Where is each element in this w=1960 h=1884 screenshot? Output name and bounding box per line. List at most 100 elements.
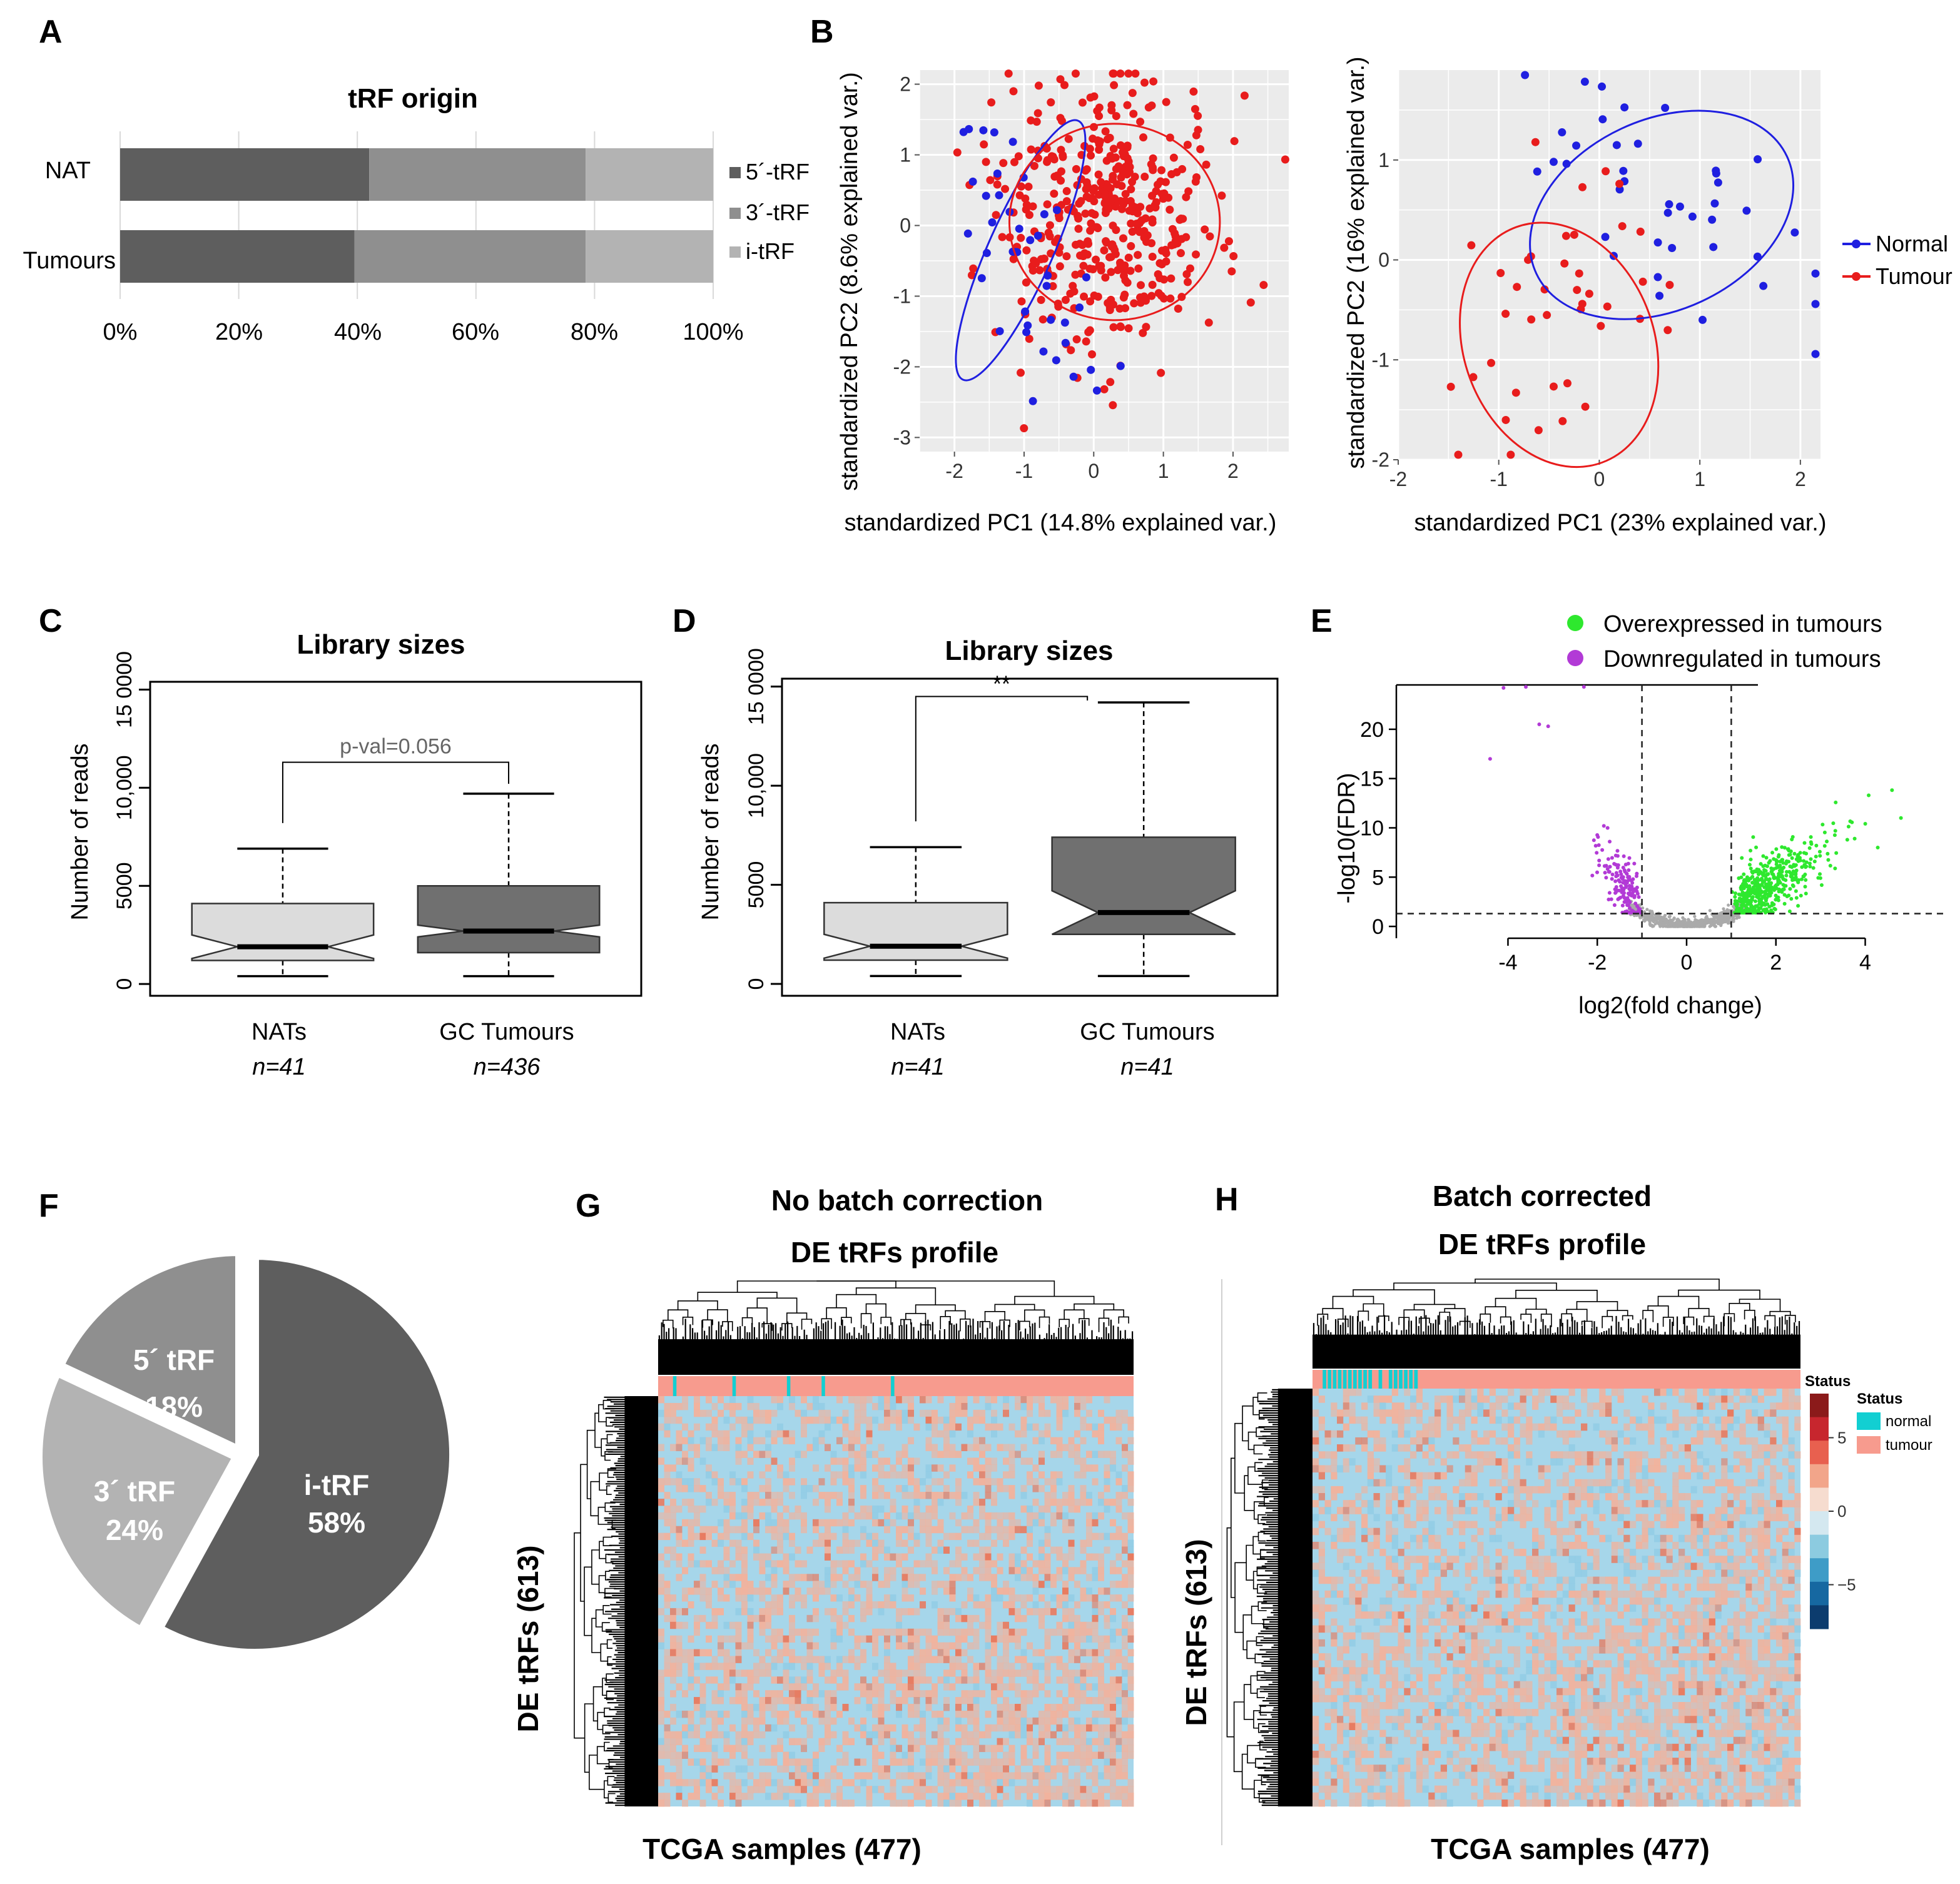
heatmap-cell	[664, 1800, 671, 1807]
heatmap-cell	[860, 1635, 866, 1643]
heatmap-cell	[706, 1471, 712, 1479]
heatmap-cell	[991, 1724, 997, 1732]
heatmap-cell	[1086, 1512, 1092, 1520]
heatmap-cell	[932, 1758, 938, 1766]
e-point-overexpressed	[1749, 866, 1753, 871]
heatmap-cell	[801, 1745, 807, 1753]
heatmap-cell	[973, 1772, 980, 1780]
e-point-downregulated	[1604, 876, 1608, 880]
heatmap-cell	[747, 1642, 754, 1650]
heatmap-cell	[813, 1751, 819, 1759]
dendrogram-branch	[682, 1317, 694, 1325]
heatmap-cell	[771, 1710, 778, 1718]
heatmap-cell	[1027, 1471, 1033, 1479]
e-point-overexpressed	[1818, 854, 1822, 858]
heatmap-cell	[1062, 1492, 1069, 1499]
heatmap-cell	[759, 1608, 766, 1616]
heatmap-cell	[884, 1546, 890, 1554]
heatmap-cell	[932, 1526, 938, 1534]
pca-point-tumour	[1149, 77, 1158, 86]
heatmap-cell	[1127, 1779, 1134, 1786]
heatmap-cell	[901, 1724, 908, 1732]
heatmap-cell	[789, 1594, 795, 1602]
pca-point-tumour	[1127, 185, 1135, 194]
a-x-tick: 100%	[683, 319, 743, 345]
heatmap-cell	[747, 1416, 754, 1424]
heatmap-cell	[1080, 1697, 1087, 1704]
heatmap-cell	[1092, 1656, 1099, 1663]
pca-point-tumour	[1092, 223, 1101, 231]
heatmap-cell	[699, 1485, 706, 1492]
heatmap-cell	[913, 1704, 920, 1711]
heatmap-cell	[723, 1499, 730, 1506]
heatmap-cell	[694, 1409, 700, 1417]
e-point-overexpressed	[1826, 858, 1831, 862]
heatmap-cell	[937, 1526, 944, 1534]
e-point-overexpressed	[1787, 909, 1792, 914]
heatmap-cell	[813, 1758, 819, 1766]
pca-point-tumour	[1020, 424, 1028, 433]
heatmap-cell	[1027, 1669, 1033, 1677]
b1-y-axis-label: standardized PC2 (8.6% explained var.)	[836, 72, 863, 491]
heatmap-cell	[943, 1451, 950, 1458]
heatmap-cell	[1104, 1464, 1110, 1472]
heatmap-cell	[842, 1457, 849, 1465]
heatmap-cell	[949, 1765, 956, 1773]
heatmap-cell	[723, 1519, 730, 1527]
e-point-overexpressed	[1782, 865, 1786, 869]
e-point-overexpressed	[1746, 908, 1750, 912]
pca-point-tumour	[1136, 118, 1145, 126]
heatmap-cell	[1050, 1546, 1057, 1554]
e-point-overexpressed	[1794, 889, 1798, 893]
heatmap-cell	[765, 1649, 771, 1656]
pca-point-tumour	[1080, 292, 1089, 301]
heatmap-cell	[1092, 1464, 1099, 1472]
heatmap-cell	[920, 1492, 926, 1499]
heatmap-cell	[1074, 1444, 1080, 1451]
heatmap-cell	[1092, 1800, 1099, 1807]
heatmap-cell	[723, 1553, 730, 1561]
heatmap-cell	[765, 1793, 771, 1800]
heatmap-cell	[985, 1745, 992, 1753]
heatmap-cell	[664, 1546, 671, 1554]
heatmap-cell	[901, 1539, 908, 1547]
heatmap-cell	[872, 1731, 878, 1739]
heatmap-cell	[985, 1635, 992, 1643]
heatmap-cell	[943, 1656, 950, 1663]
heatmap-cell	[967, 1704, 973, 1711]
heatmap-cell	[741, 1765, 748, 1773]
heatmap-cell	[1050, 1471, 1057, 1479]
heatmap-cell	[1127, 1800, 1134, 1807]
heatmap-cell	[997, 1628, 1003, 1636]
pca-point-tumour	[1602, 167, 1610, 176]
heatmap-cell	[670, 1416, 676, 1424]
heatmap-cell	[1127, 1553, 1134, 1561]
heatmap-cell	[1003, 1628, 1009, 1636]
e-point-overexpressed	[1811, 866, 1815, 870]
heatmap-cell	[670, 1772, 676, 1780]
heatmap-cell	[890, 1519, 896, 1527]
pca-point-tumour	[1087, 151, 1095, 160]
heatmap-cell	[1115, 1697, 1122, 1704]
pca-point-tumour	[1100, 246, 1109, 255]
heatmap-cell	[866, 1683, 873, 1691]
heatmap-cell	[1110, 1710, 1116, 1718]
heatmap-cell	[729, 1635, 736, 1643]
heatmap-cell	[711, 1608, 718, 1616]
e-point-overexpressed	[1750, 874, 1755, 879]
heatmap-cell	[884, 1519, 890, 1527]
e-point-overexpressed	[1762, 901, 1767, 906]
pca-point-tumour	[1111, 153, 1120, 162]
heatmap-cell	[1104, 1478, 1110, 1486]
heatmap-cell	[676, 1731, 683, 1739]
heatmap-cell	[913, 1512, 920, 1520]
heatmap-cell	[1044, 1505, 1051, 1513]
e-point-overexpressed	[1755, 867, 1759, 871]
heatmap-cell	[973, 1409, 980, 1417]
heatmap-cell	[1098, 1430, 1104, 1438]
pca-point-tumour	[1230, 137, 1239, 146]
heatmap-cell	[825, 1710, 831, 1718]
heatmap-cell	[1038, 1717, 1045, 1725]
heatmap-cell	[991, 1526, 997, 1534]
heatmap-cell	[735, 1621, 742, 1629]
